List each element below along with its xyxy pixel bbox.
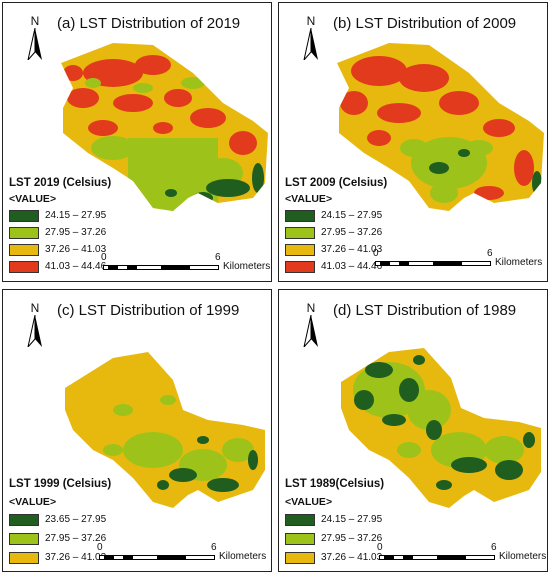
legend-item: 27.95 – 37.26 <box>285 531 382 546</box>
legend-item: 24.15 – 27.95 <box>9 208 106 223</box>
legend-swatch <box>285 551 315 564</box>
legend-item: 41.03 – 44.46 <box>9 259 106 274</box>
scale-bar: 0 6 Kilometers <box>373 248 543 268</box>
legend-item: 27.95 – 37.26 <box>9 225 106 240</box>
legend-swatch <box>9 226 39 239</box>
legend-swatch <box>9 260 39 273</box>
legend-value-label: <VALUE> <box>285 496 333 508</box>
map-panel-2019: N (a) LST Distribution of 2019 <box>2 2 272 282</box>
legend-swatch <box>9 209 39 222</box>
map-title: (a) LST Distribution of 2019 <box>57 15 241 32</box>
legend-swatch <box>285 243 315 256</box>
north-arrow-icon: N <box>25 15 45 63</box>
map-panel-1999: N (c) LST Distribution of 1999 LST 1999 … <box>2 289 272 572</box>
scale-bar: 0 6 Kilometers <box>377 542 547 562</box>
legend-title: LST 1999 (Celsius) <box>9 478 112 490</box>
legend-swatch <box>285 226 315 239</box>
legend-item: 37.26 – 41.03 <box>9 242 106 257</box>
legend-swatch <box>9 551 39 564</box>
legend-item: 41.03 – 44.46 <box>285 259 382 274</box>
scale-bar: 0 6 Kilometers <box>101 252 271 272</box>
legend-swatch <box>285 209 315 222</box>
map-title: (c) LST Distribution of 1999 <box>57 302 240 319</box>
legend-item: 23.65 – 27.95 <box>9 512 106 527</box>
legend-value-label: <VALUE> <box>9 193 57 205</box>
map-panel-1989: N (d) LST Distribution of 1989 LST 1989(… <box>278 289 548 572</box>
legend-swatch <box>9 513 39 526</box>
legend-value-label: <VALUE> <box>9 496 57 508</box>
lst-map-2019 <box>61 43 268 211</box>
legend-swatch <box>9 243 39 256</box>
north-arrow-icon: N <box>25 302 45 350</box>
legend-item: 27.95 – 37.26 <box>285 225 382 240</box>
map-title: (b) LST Distribution of 2009 <box>333 15 517 32</box>
north-arrow-icon: N <box>301 15 321 63</box>
legend-item: 37.26 – 41.03 <box>285 242 382 257</box>
legend-swatch <box>285 532 315 545</box>
legend-title: LST 2019 (Celsius) <box>9 177 112 189</box>
legend-title: LST 2009 (Celsius) <box>285 177 388 189</box>
legend-item: 37.26 – 41.03 <box>9 550 106 565</box>
lst-map-1989 <box>341 348 541 508</box>
map-panel-2009: N (b) LST Distribution of 2009 LST 2 <box>278 2 548 282</box>
legend-value-label: <VALUE> <box>285 193 333 205</box>
north-arrow-icon: N <box>301 302 321 350</box>
map-title: (d) LST Distribution of 1989 <box>333 302 517 319</box>
legend-title: LST 1989(Celsius) <box>285 478 385 490</box>
legend-item: 24.15 – 27.95 <box>285 208 382 223</box>
legend-swatch <box>285 513 315 526</box>
lst-map-2009 <box>337 43 544 211</box>
lst-map-1999 <box>65 352 265 508</box>
legend-swatch <box>9 532 39 545</box>
legend-item: 37.26 – 41.03 <box>285 550 382 565</box>
scale-bar: 0 6 Kilometers <box>97 542 267 562</box>
legend-item: 27.95 – 37.26 <box>9 531 106 546</box>
legend-swatch <box>285 260 315 273</box>
legend-item: 24.15 – 27.95 <box>285 512 382 527</box>
